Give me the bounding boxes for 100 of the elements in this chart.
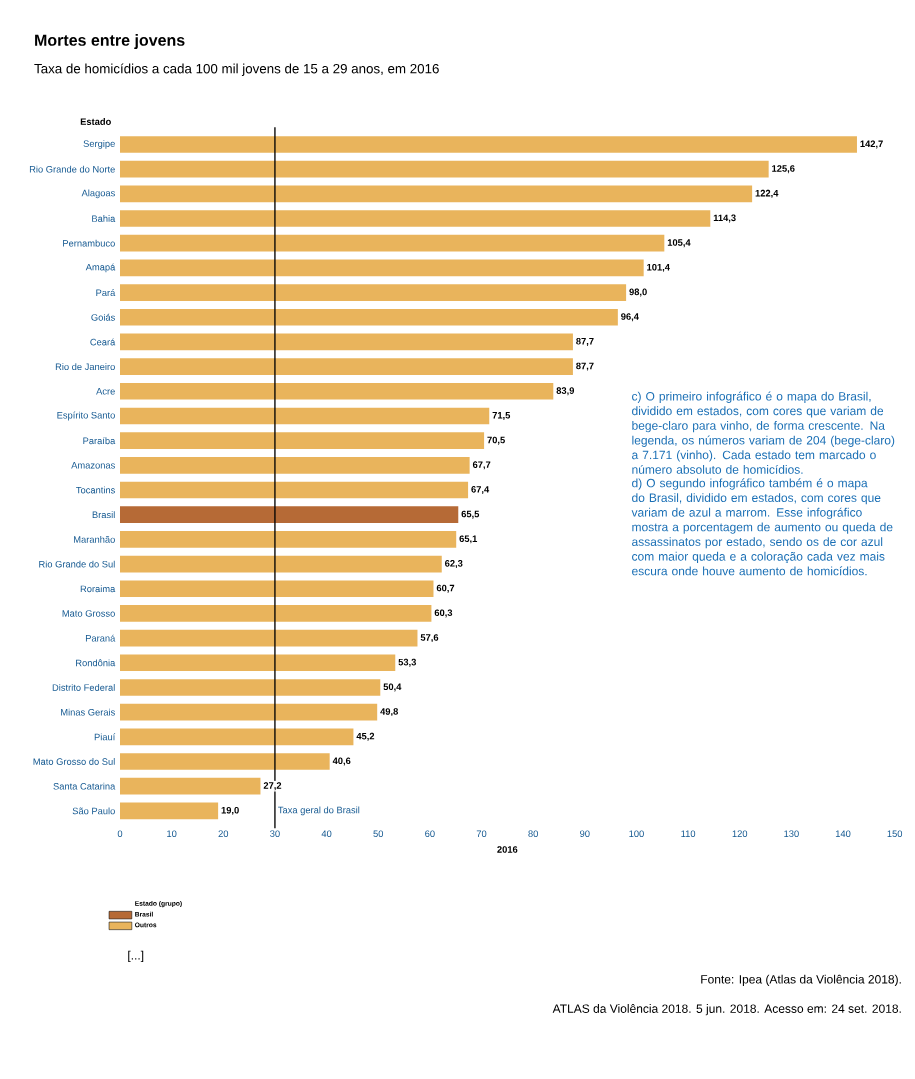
annotation: c) O primeiro infográfico é o mapa do Brasil, dividido em estados, com cores que variam de bege-claro para vinho, de forma crescente. Na legenda, os números variam de 204 (bege-claro) a 7.171 (vinho). Cada estado tem marcado o número absoluto de homicídios. [632,391,895,474]
y-tick-label: Piauí [94,733,116,741]
y-tick-label: Rondônia [76,659,116,667]
data-label: 53,3 [398,658,417,667]
data-label: 65,5 [461,510,480,519]
bar [120,777,261,795]
x-tick-label: 60 [425,830,435,837]
y-tick-label: Minas Gerais [61,708,115,716]
y-tick-label: Paraíba [83,437,116,445]
x-tick-label: 30 [270,830,280,837]
x-tick-label: 50 [373,830,384,837]
annotation: d) O segundo infográfico também é o mapa do Brasil, dividido em estados, com cores que variam de azul a marrom. Esse infográfico mostra a porcentagem de aumento ou queda de assassinatos por estado, sendo os de cor azul com maior queda e a coloração cada vez mais escura onde houve aumento de homicídios. [631,478,893,576]
bar [120,432,485,449]
data-label: 87,7 [576,362,594,371]
y-tick-label: Mato Grosso do Sul [33,758,115,765]
y-tick-label: Pernambuco [63,239,115,247]
x-tick-label: 70 [476,830,487,837]
bar [120,234,665,252]
x-axis-title: 2016 [497,846,518,853]
bar [120,333,573,351]
text: [...] [128,950,144,962]
data-label: 60,3 [434,609,453,618]
bar [120,728,354,746]
bar [120,210,711,227]
y-tick-label: Amazonas [71,462,115,469]
bar [120,481,469,499]
x-tick-label: 140 [835,830,851,837]
ref-line-label: Taxa geral do Brasil [278,806,360,816]
data-label: 70,5 [487,436,505,445]
source-note: Fonte: Ipea (Atlas da Violência 2018). [701,974,901,986]
y-tick-label: São Paulo [72,807,115,815]
data-label: 19,0 [221,806,239,815]
bar [120,753,330,770]
bar [120,185,753,203]
y-axis-title: Estado [80,118,111,125]
data-label: 65,1 [459,535,478,544]
data-label: 67,7 [472,461,491,470]
data-label: 98,0 [629,288,647,297]
data-label: 27,2 [263,782,282,791]
x-tick-label: 90 [580,830,590,837]
y-tick-label: Goiás [91,313,115,321]
data-label: 57,6 [420,634,439,643]
y-tick-label: Rio Grande do Norte [29,165,115,173]
bar [120,555,442,573]
y-tick-label: Rio Grande do Sul [39,560,115,568]
data-label: 125,6 [772,165,795,174]
data-label: 60,7 [436,584,455,593]
bar [120,308,618,326]
bar [120,654,396,672]
data-label: 50,4 [383,683,402,692]
bar [120,629,418,647]
data-label: 87,7 [576,337,594,346]
bar [120,259,644,277]
data-label: 67,4 [471,486,490,494]
y-tick-label: Paraná [85,634,116,642]
bar [120,284,627,301]
x-tick-label: 20 [218,830,229,837]
y-tick-label: Mato Grosso [62,610,115,617]
bar [120,407,490,425]
chart-subtitle: Taxa de homicídios a cada 100 mil jovens de 15 a 29 anos, em 2016 [34,63,439,77]
y-tick-label: Sergipe [83,140,115,149]
bar [120,802,219,820]
y-tick-label: Espírito Santo [57,411,115,421]
data-label: 142,7 [860,140,883,149]
text: ATLAS da Violência 2018. 5 jun. 2018. Acesso em: 24 set. 2018. [552,1004,901,1016]
bar [120,358,573,375]
data-label: 105,4 [667,239,691,248]
bar [120,457,470,474]
data-label: 45,2 [356,732,375,741]
bar [120,605,432,622]
bar [120,506,459,524]
x-tick-label: 40 [321,830,332,837]
x-tick-label: 80 [528,830,538,837]
y-tick-label: Acre [96,388,115,395]
data-label: 40,6 [332,757,351,766]
x-tick-label: 0 [117,830,123,837]
x-tick-label: 150 [887,830,903,837]
chart-title: Mortes entre jovens [35,34,185,50]
x-tick-label: 110 [681,830,696,837]
data-label: 71,5 [492,412,511,420]
data-label: 101,4 [647,263,670,272]
bar [120,160,769,178]
y-tick-label: Pará [96,289,116,297]
bar [120,703,378,721]
x-tick-label: 130 [784,830,799,837]
y-tick-label: Distrito Federal [52,684,115,691]
data-label: 114,3 [713,214,736,223]
y-tick-label: Maranhão [74,535,115,543]
data-label: 96,4 [621,313,639,322]
x-tick-label: 10 [167,830,177,837]
y-tick-label: Ceará [90,338,116,346]
bar [120,136,857,153]
data-label: 83,9 [556,387,575,396]
x-tick-label: 100 [629,830,644,837]
x-tick-label: 120 [732,830,748,837]
data-label: 122,4 [755,189,779,198]
y-tick-label: Brasil [92,511,115,519]
y-tick-label: Roraima [80,585,116,593]
bar [120,580,434,598]
y-tick-label: Tocantins [76,486,115,494]
